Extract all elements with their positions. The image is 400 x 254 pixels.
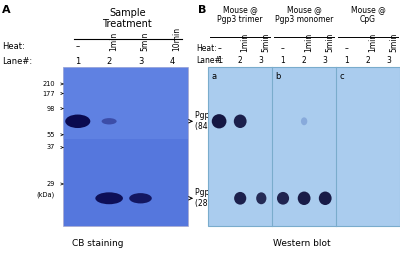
Text: 2: 2: [106, 57, 112, 66]
Text: (kDa): (kDa): [37, 191, 55, 198]
Text: 4: 4: [169, 57, 174, 66]
Text: 98: 98: [46, 106, 55, 112]
Bar: [63, 67, 188, 139]
Ellipse shape: [234, 115, 246, 128]
Text: 10min: 10min: [172, 27, 181, 51]
Text: Western blot: Western blot: [273, 239, 331, 248]
Text: 1: 1: [344, 56, 349, 65]
Text: Sample
Treatment: Sample Treatment: [102, 8, 152, 29]
Ellipse shape: [319, 192, 332, 205]
Text: 5min: 5min: [325, 33, 334, 52]
Text: Pgp3 trimer
(84 kDa): Pgp3 trimer (84 kDa): [195, 111, 240, 131]
Text: 5min: 5min: [261, 33, 270, 52]
Text: 3: 3: [387, 56, 392, 65]
Text: b: b: [275, 72, 280, 81]
Text: 2: 2: [238, 56, 242, 65]
Text: 5min: 5min: [389, 33, 398, 52]
Text: Heat:: Heat:: [2, 42, 25, 52]
Ellipse shape: [256, 192, 266, 204]
Text: 3: 3: [259, 56, 264, 65]
Text: B: B: [198, 5, 206, 15]
Text: 3: 3: [138, 57, 143, 66]
Text: Mouse @
CpG: Mouse @ CpG: [351, 5, 386, 24]
Text: 1: 1: [75, 57, 80, 66]
Text: 1min: 1min: [304, 33, 313, 52]
Text: 2: 2: [366, 56, 370, 65]
Ellipse shape: [234, 192, 246, 205]
Text: Lane#:: Lane#:: [196, 56, 223, 65]
Text: 37: 37: [46, 145, 55, 150]
Text: –: –: [76, 42, 80, 52]
Text: a: a: [211, 72, 216, 81]
Bar: [63, 67, 188, 226]
Text: 1min: 1min: [368, 33, 377, 52]
Ellipse shape: [95, 192, 123, 204]
Text: 210: 210: [42, 81, 55, 87]
Text: c: c: [339, 72, 344, 81]
Text: A: A: [2, 5, 10, 15]
Ellipse shape: [301, 117, 307, 125]
Text: 1min: 1min: [109, 31, 118, 51]
Text: Pgp3 monomer
(28 kDa): Pgp3 monomer (28 kDa): [195, 188, 253, 208]
Text: 29: 29: [46, 181, 55, 187]
Text: 1min: 1min: [240, 33, 249, 52]
Ellipse shape: [277, 192, 289, 205]
Ellipse shape: [212, 114, 226, 129]
Text: 3: 3: [323, 56, 328, 65]
Text: 1: 1: [217, 56, 222, 65]
Text: 55: 55: [46, 132, 55, 138]
Text: –: –: [345, 44, 349, 53]
Text: Mouse @
Pgp3 trimer: Mouse @ Pgp3 trimer: [218, 5, 263, 24]
Ellipse shape: [298, 192, 310, 205]
Text: Mouse @
Pgp3 monomer: Mouse @ Pgp3 monomer: [275, 5, 333, 24]
Ellipse shape: [129, 193, 152, 203]
Text: –: –: [217, 44, 221, 53]
Text: Heat:: Heat:: [196, 44, 217, 53]
Text: 1: 1: [281, 56, 286, 65]
Text: 2: 2: [302, 56, 306, 65]
Text: Lane#:: Lane#:: [2, 57, 32, 66]
Text: 177: 177: [42, 90, 55, 97]
Bar: [208, 67, 400, 226]
Ellipse shape: [102, 118, 117, 124]
Text: –: –: [281, 44, 285, 53]
Text: CB staining: CB staining: [72, 239, 124, 248]
Ellipse shape: [65, 115, 90, 128]
Text: 5min: 5min: [140, 31, 150, 51]
